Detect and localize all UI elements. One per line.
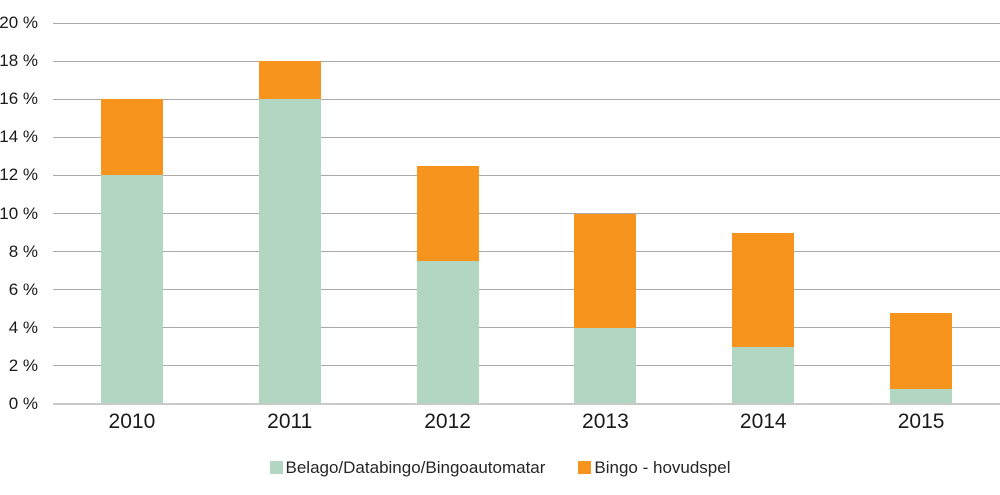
y-tick-label: 8 % xyxy=(8,241,38,261)
x-axis-label: 2011 xyxy=(267,410,313,433)
legend-item-bingo-hovudspel: Bingo - hovudspel xyxy=(578,458,731,478)
y-tick-label: 18 % xyxy=(0,51,38,71)
legend-item-belago-databingo-bingoautomatar: Belago/Databingo/Bingoautomatar xyxy=(269,458,546,478)
gridline xyxy=(53,22,1000,24)
y-tick-label: 2 % xyxy=(8,355,38,375)
bar-group-2013 xyxy=(574,23,637,404)
bar-segment-bingo-hovudspel-2014 xyxy=(732,232,795,347)
gridline xyxy=(53,136,1000,138)
bar-segment-belago-databingo-bingoautomatar-2013 xyxy=(574,327,637,404)
bar-group-2015 xyxy=(890,23,953,404)
gridline xyxy=(53,251,1000,253)
gridline xyxy=(53,327,1000,329)
bar-segment-belago-databingo-bingoautomatar-2015 xyxy=(890,388,953,404)
y-tick-label: 6 % xyxy=(8,279,38,299)
y-tick-label: 14 % xyxy=(0,127,38,147)
y-tick-label: 12 % xyxy=(0,165,38,185)
bar-segment-belago-databingo-bingoautomatar-2011 xyxy=(258,99,321,404)
bar-segment-belago-databingo-bingoautomatar-2010 xyxy=(100,175,163,404)
plot-area: 2010 2011 2012 2013 2014 2015 xyxy=(53,22,1000,433)
y-tick-label: 4 % xyxy=(8,317,38,337)
gridline xyxy=(53,98,1000,100)
y-tick-label: 20 % xyxy=(0,13,38,32)
bar-group-2010 xyxy=(100,23,163,404)
y-tick-label: 16 % xyxy=(0,89,38,109)
gridline xyxy=(53,365,1000,367)
bar-segment-belago-databingo-bingoautomatar-2014 xyxy=(732,346,795,404)
bar-segment-bingo-hovudspel-2013 xyxy=(574,213,637,328)
bar-group-2011 xyxy=(258,23,321,404)
bar-segment-bingo-hovudspel-2012 xyxy=(416,165,479,262)
x-axis-label: 2012 xyxy=(424,410,471,433)
bar-segment-belago-databingo-bingoautomatar-2012 xyxy=(416,261,479,404)
y-axis: 0 % 2 % 4 % 6 % 8 % 10 % 12 % 14 % 16 % 18 % 20 % xyxy=(0,13,40,413)
x-axis-baseline xyxy=(53,403,1000,405)
gridline xyxy=(53,289,1000,291)
y-tick-label: 0 % xyxy=(8,394,38,413)
bar-group-2014 xyxy=(732,23,795,404)
y-tick-label: 10 % xyxy=(0,203,38,223)
gridline xyxy=(53,60,1000,62)
legend: Belago/Databingo/Bingoautomatar Bingo - h… xyxy=(0,458,1000,478)
x-axis-label: 2010 xyxy=(108,410,156,433)
legend-label: Bingo - hovudspel xyxy=(594,458,731,477)
gridline xyxy=(53,174,1000,176)
bar-segment-bingo-hovudspel-2011 xyxy=(258,61,321,100)
legend-swatch-icon xyxy=(578,460,592,474)
x-axis-label: 2013 xyxy=(582,410,629,433)
bar-group-2012 xyxy=(416,23,479,404)
legend-label: Belago/Databingo/Bingoautomatar xyxy=(285,458,546,477)
x-axis-label: 2014 xyxy=(739,410,787,433)
bar-segment-bingo-hovudspel-2015 xyxy=(890,312,953,389)
legend-swatch-icon xyxy=(269,460,283,474)
x-axis-label: 2015 xyxy=(897,410,945,433)
bar-segment-bingo-hovudspel-2010 xyxy=(100,99,163,176)
gridline xyxy=(53,213,1000,214)
